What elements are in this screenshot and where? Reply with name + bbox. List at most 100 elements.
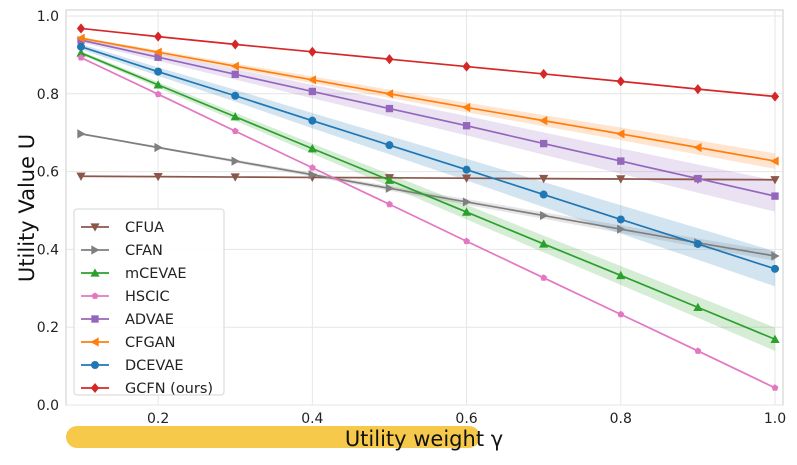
point-dcevae: [308, 116, 317, 125]
legend-marker-gcfn-ours: [90, 382, 100, 394]
point-hscic: [694, 347, 702, 354]
point-dcevae: [385, 141, 394, 150]
line-advae: [80, 39, 776, 197]
legend-marker-dcevae: [91, 361, 99, 369]
point-gcfn-ours: [76, 23, 86, 34]
point-cfgan: [616, 129, 625, 139]
point-gcfn-ours: [693, 84, 703, 95]
legend: CFUA CFAN mCEVAE HSCIC ADVAE CFGAN DCEVAE GCFN …: [73, 208, 225, 397]
point-mcevae: [461, 207, 472, 216]
x-axis-label-group: Utility weight γ: [66, 426, 503, 451]
legend-marker-cfan: [91, 245, 100, 255]
y-tick-label: 0.6: [37, 165, 59, 181]
point-cfua: [539, 174, 549, 184]
point-cfgan: [230, 61, 239, 71]
point-gcfn-ours: [308, 46, 317, 57]
point-mcevae: [384, 175, 395, 184]
legend-label-mcevae: mCEVAE: [125, 266, 186, 282]
point-cfan: [77, 129, 86, 139]
x-axis-label-highlight: [66, 426, 480, 448]
point-dcevae: [616, 215, 625, 224]
x-tick-label: 0.8: [610, 411, 632, 427]
legend-label-cfgan: CFGAN: [125, 335, 175, 351]
point-hscic: [540, 274, 548, 281]
y-axis-label: Utility Value U: [15, 134, 39, 282]
legend-label-gcfn-ours: GCFN (ours): [125, 381, 213, 397]
band-mcevae: [81, 51, 775, 351]
point-hscic: [771, 384, 779, 391]
point-cfua: [230, 173, 240, 182]
series-markers: [76, 23, 780, 391]
point-advae: [617, 157, 625, 165]
y-tick-label: 0.8: [37, 87, 59, 103]
legend-marker-advae: [91, 315, 99, 323]
line-dcevae: [80, 45, 776, 270]
point-mcevae: [307, 144, 317, 153]
legend-box: [73, 208, 225, 396]
legend-label-advae: ADVAE: [125, 312, 174, 328]
x-tick-label: 1.0: [764, 411, 786, 427]
point-cfgan: [461, 102, 471, 113]
point-mcevae: [230, 112, 240, 121]
point-cfgan: [693, 142, 702, 153]
point-gcfn-ours: [616, 76, 625, 87]
point-gcfn-ours: [231, 39, 240, 50]
series-lines: [80, 27, 776, 389]
point-dcevae: [231, 91, 240, 100]
line-cfgan: [80, 37, 776, 162]
point-cfan: [617, 224, 626, 234]
point-mcevae: [770, 334, 780, 343]
point-cfan: [462, 197, 472, 207]
legend-label-dcevae: DCEVAE: [125, 358, 184, 374]
y-tick-label: 1.0: [37, 9, 59, 25]
tick-labels: 0.2 0.4 0.6 0.8 1.0 0.0 0.2 0.4 0.6 0.8 1.0: [37, 9, 786, 427]
point-hscic: [617, 310, 625, 318]
x-tick-label: 0.2: [147, 411, 169, 427]
point-cfgan: [307, 75, 317, 85]
point-advae: [771, 192, 779, 200]
point-cfgan: [153, 47, 162, 57]
point-cfan: [771, 251, 780, 261]
line-cfua: [80, 175, 776, 181]
point-hscic: [231, 127, 239, 135]
point-gcfn-ours: [462, 61, 471, 72]
legend-label-cfan: CFAN: [125, 243, 163, 259]
point-advae: [385, 104, 394, 113]
point-gcfn-ours: [539, 68, 548, 80]
line-gcfn-ours: [80, 27, 776, 98]
point-advae: [462, 122, 471, 130]
point-dcevae: [539, 190, 548, 199]
point-cfgan: [539, 116, 548, 126]
point-cfan: [231, 156, 240, 166]
point-mcevae: [76, 48, 86, 57]
point-cfua: [76, 172, 86, 181]
point-advae: [694, 174, 702, 183]
y-tick-label: 0.4: [37, 242, 59, 258]
point-dcevae: [154, 67, 163, 76]
point-gcfn-ours: [770, 91, 780, 102]
point-cfgan: [384, 89, 394, 99]
point-cfan: [308, 170, 317, 180]
point-hscic: [308, 164, 316, 171]
band-advae: [81, 37, 775, 212]
x-axis-label: Utility weight γ: [345, 427, 503, 451]
point-cfan: [385, 183, 395, 193]
point-cfgan: [76, 33, 85, 43]
point-cfua: [770, 176, 780, 185]
legend-marker-cfua: [90, 223, 100, 232]
point-hscic: [77, 54, 85, 61]
point-advae: [308, 87, 317, 96]
legend-marker-hscic: [91, 292, 99, 299]
point-mcevae: [616, 270, 626, 280]
y-tick-label: 0.0: [37, 398, 59, 414]
point-mcevae: [153, 80, 163, 89]
point-dcevae: [693, 239, 702, 248]
point-advae: [539, 139, 548, 148]
point-cfua: [616, 175, 626, 184]
line-mcevae: [80, 52, 776, 341]
point-mcevae: [539, 239, 549, 248]
point-gcfn-ours: [385, 54, 394, 65]
legend-marker-mcevae: [90, 268, 100, 277]
point-hscic: [386, 200, 393, 208]
